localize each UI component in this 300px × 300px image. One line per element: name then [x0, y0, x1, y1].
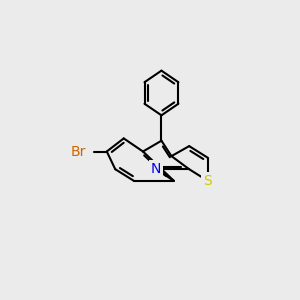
- Text: S: S: [203, 174, 212, 188]
- Text: Br: Br: [70, 145, 86, 158]
- Text: N: N: [151, 162, 161, 176]
